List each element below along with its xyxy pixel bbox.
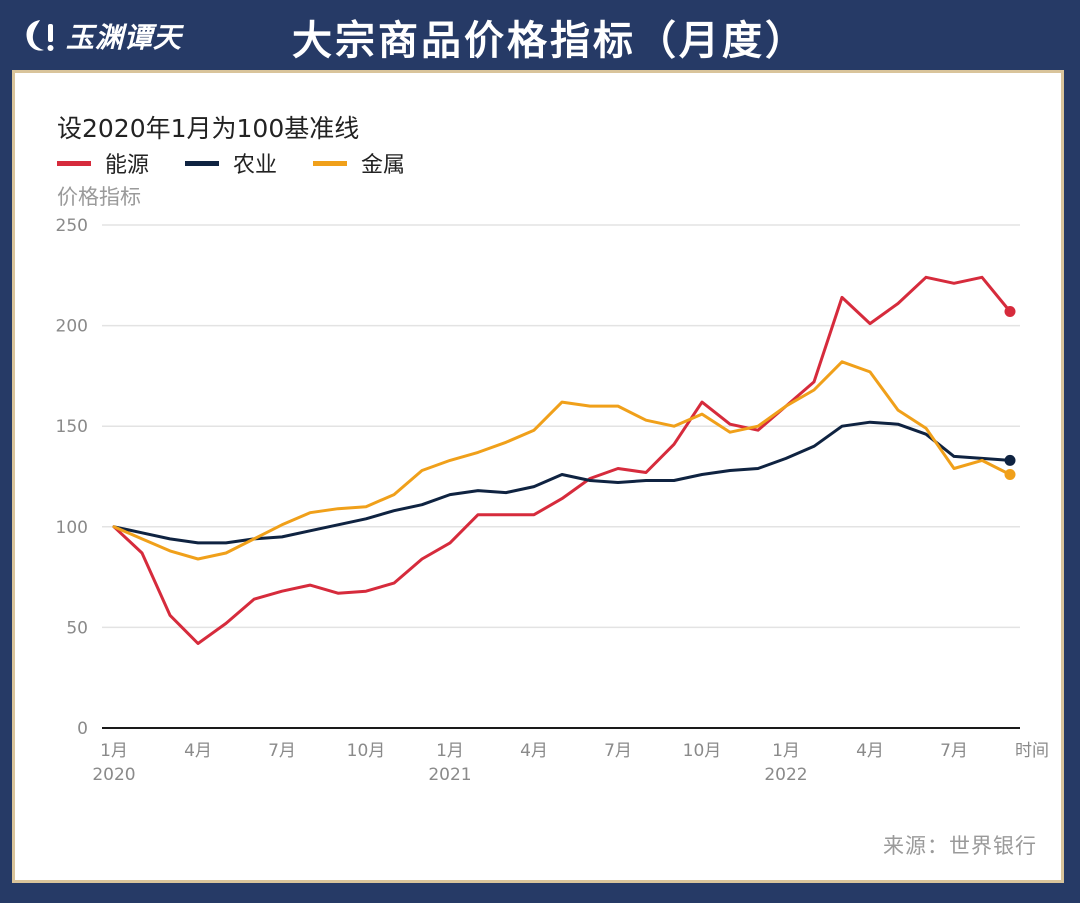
header: 玉渊谭天 大宗商品价格指标（月度） <box>0 0 1080 72</box>
x-tick-label: 10月 <box>347 741 386 761</box>
x-tick-label: 7月 <box>604 741 632 761</box>
x-tick-label: 4月 <box>856 741 884 761</box>
x-tick-label: 1月 <box>436 741 464 761</box>
y-axis-label: 价格指标 <box>57 185 141 209</box>
legend-label-metals: 金属 <box>361 153 406 178</box>
legend-label-agriculture: 农业 <box>233 153 278 178</box>
legend-item-energy: 能源 <box>57 147 149 179</box>
y-tick-label: 0 <box>77 719 88 739</box>
x-tick-label: 7月 <box>268 741 296 761</box>
x-tick-year-label: 2021 <box>428 765 471 785</box>
legend: 能源 农业 金属 <box>57 147 441 179</box>
x-tick-label: 4月 <box>520 741 548 761</box>
x-axis-label: 时间 <box>1015 741 1049 761</box>
chart-card: 设2020年1月为100基准线 能源 农业 金属 价格指标 0 50 100 150 2… <box>12 70 1064 883</box>
logo-mark-icon <box>26 20 54 51</box>
series-end-point-metals <box>1004 468 1016 480</box>
legend-item-metals: 金属 <box>313 147 405 179</box>
y-tick-label: 50 <box>66 618 88 638</box>
line-chart: 0 50 100 150 200 250 1月 2020 4月 7月 10月 1月 2021 4月 7月 10… <box>56 216 1049 785</box>
legend-swatch-agriculture <box>185 160 220 166</box>
series-line-metals <box>112 360 1012 561</box>
legend-label-energy: 能源 <box>105 153 150 178</box>
legend-item-agriculture: 农业 <box>185 147 277 179</box>
series-line-energy <box>112 275 1012 645</box>
y-tick-label: 200 <box>56 317 88 337</box>
x-tick-label: 1月 <box>100 741 128 761</box>
y-tick-label: 100 <box>56 518 88 538</box>
x-tick-label: 7月 <box>940 741 968 761</box>
legend-swatch-metals <box>313 160 348 166</box>
x-tick-label: 10月 <box>683 741 722 761</box>
page-title: 大宗商品价格指标（月度） <box>292 18 808 64</box>
legend-swatch-energy <box>57 160 91 166</box>
x-tick-year-label: 2020 <box>92 765 135 785</box>
chart-title: 设2020年1月为100基准线 <box>57 114 360 143</box>
x-tick-year-label: 2022 <box>764 765 807 785</box>
x-tick-label: 1月 <box>772 741 800 761</box>
series-end-point-energy <box>1004 306 1016 318</box>
logo: 玉渊谭天 <box>22 14 182 58</box>
x-tick-label: 4月 <box>184 741 212 761</box>
series-end-point-agriculture <box>1004 454 1016 466</box>
y-tick-label: 250 <box>56 216 88 236</box>
source-note: 来源：世界银行 <box>883 834 1037 858</box>
logo-text: 玉渊谭天 <box>66 21 183 54</box>
y-tick-label: 150 <box>56 417 88 437</box>
series-line-agriculture <box>112 420 1012 545</box>
